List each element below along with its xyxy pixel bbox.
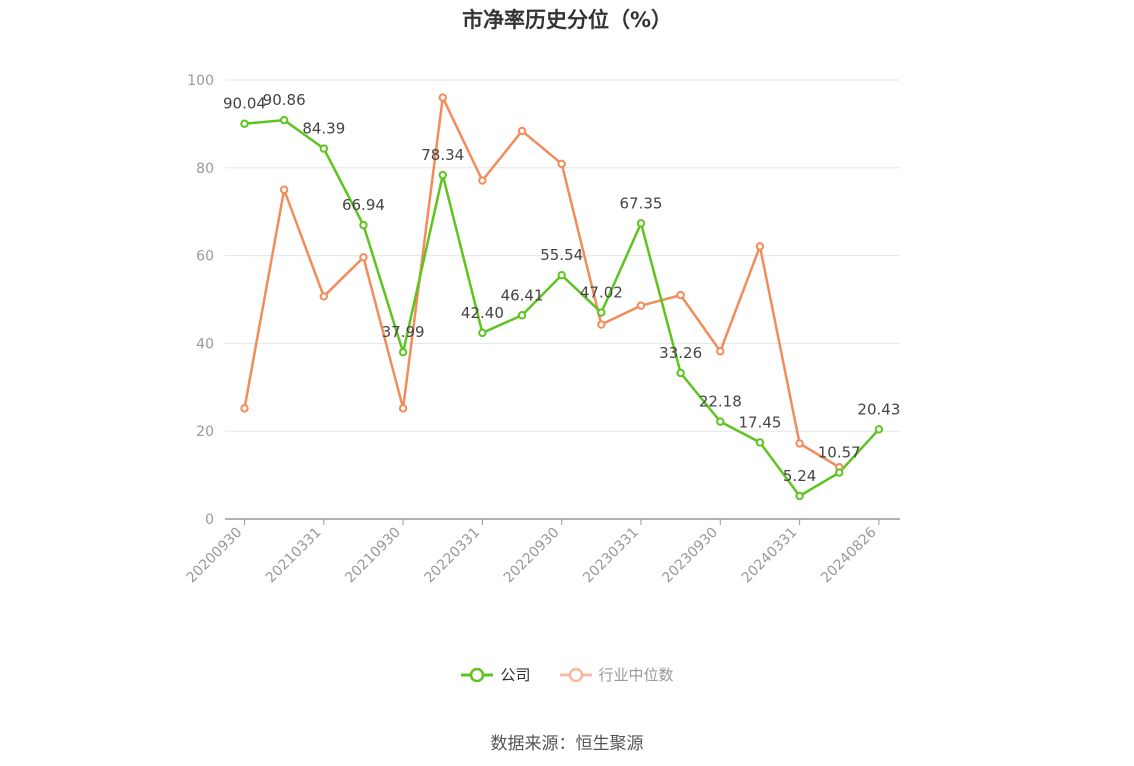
series-lines [243, 96, 880, 498]
data-point [597, 320, 606, 329]
data-point [478, 176, 487, 185]
data-point [319, 144, 328, 153]
data-point [517, 311, 527, 320]
x-tick-label: 20240826 [818, 524, 880, 586]
y-axis-ticks: 0 20 40 60 80 100 [187, 73, 214, 528]
data-point [240, 119, 249, 128]
data-point [597, 308, 606, 317]
x-tick-label: 20230930 [659, 525, 721, 587]
data-label: 42.40 [461, 304, 504, 322]
x-tick-label: 20200930 [184, 525, 246, 587]
legend-line-circle-icon [461, 667, 494, 682]
x-tick-label: 20230331 [580, 525, 642, 587]
data-point [557, 159, 566, 169]
data-point [636, 301, 646, 310]
data-point [716, 347, 725, 356]
x-axis: 20200930 20210331 20210930 20220331 20220930… [184, 518, 900, 587]
data-label: 20.43 [857, 400, 900, 418]
legend-item-company[interactable]: 公司 [460, 664, 531, 685]
data-label: 22.18 [699, 393, 742, 411]
data-label: 90.04 [223, 95, 266, 113]
legend-label-industry: 行业中位数 [598, 666, 674, 684]
data-point [636, 219, 646, 228]
data-label: 66.94 [342, 196, 385, 214]
series-line [244, 118, 880, 498]
data-label: 47.02 [580, 284, 623, 302]
data-point [319, 292, 328, 301]
data-point [279, 115, 289, 125]
data-point [279, 185, 289, 194]
y-tick-label: 100 [187, 73, 214, 89]
data-label: 67.35 [620, 194, 663, 212]
data-label: 17.45 [738, 413, 781, 431]
legend-line-circle-icon [559, 667, 592, 682]
data-point [795, 439, 804, 448]
data-point [676, 290, 685, 300]
series-points [240, 93, 884, 501]
data-point [755, 438, 765, 447]
data-source: 数据来源：恒生聚源 [490, 734, 644, 754]
data-point [755, 242, 765, 251]
data-point [676, 368, 685, 378]
data-point [795, 491, 804, 501]
x-tick-label: 20210930 [342, 525, 404, 587]
legend: 公司 行业中位数 [0, 664, 1134, 685]
x-tick-label: 20240331 [739, 525, 801, 587]
x-tick-label: 20220930 [501, 525, 563, 587]
series-line [243, 96, 840, 469]
data-point [716, 417, 725, 426]
y-tick-label: 80 [196, 161, 214, 177]
data-point [874, 425, 884, 434]
data-label: 10.57 [818, 444, 861, 462]
legend-item-industry[interactable]: 行业中位数 [559, 664, 674, 685]
y-tick-label: 0 [205, 512, 214, 528]
data-point [557, 270, 566, 280]
data-point [240, 404, 249, 413]
chart-title: 市净率历史分位（%） [461, 8, 673, 32]
y-tick-label: 40 [196, 336, 214, 352]
y-tick-label: 60 [196, 249, 214, 265]
data-point [438, 93, 447, 102]
data-point [438, 170, 447, 180]
data-point [359, 220, 368, 230]
data-point [835, 468, 844, 477]
data-label: 46.41 [501, 286, 544, 304]
data-label: 90.86 [263, 91, 306, 109]
data-point [398, 348, 408, 357]
data-label: 55.54 [540, 246, 583, 264]
data-point [398, 404, 408, 413]
x-tick-label: 20210331 [263, 525, 325, 587]
data-point [478, 328, 487, 338]
data-label: 78.34 [421, 146, 464, 164]
data-label: 84.39 [302, 120, 345, 138]
data-label: 33.26 [659, 344, 702, 362]
legend-label-company: 公司 [500, 666, 531, 684]
data-point [359, 253, 368, 262]
data-point [517, 126, 527, 136]
data-label: 5.24 [783, 467, 816, 485]
x-tick-label: 20220331 [422, 525, 484, 587]
data-label: 37.99 [382, 323, 425, 341]
y-tick-label: 20 [196, 424, 214, 440]
